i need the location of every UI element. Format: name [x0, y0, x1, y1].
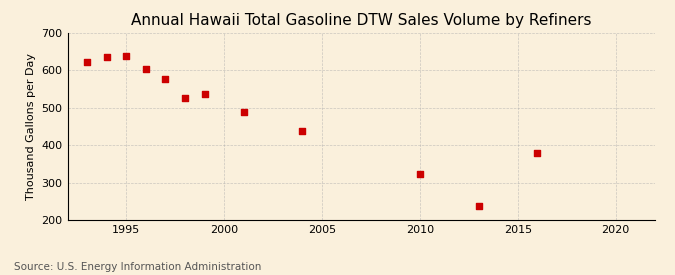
- Point: [180, 95, 190, 100]
- Text: Source: U.S. Energy Information Administration: Source: U.S. Energy Information Administ…: [14, 262, 261, 271]
- Point: [297, 129, 308, 134]
- Point: [121, 54, 132, 58]
- Point: [140, 67, 151, 72]
- Point: [82, 60, 92, 64]
- Point: [160, 76, 171, 81]
- Point: [473, 204, 484, 208]
- Point: [414, 172, 425, 177]
- Point: [238, 109, 249, 114]
- Y-axis label: Thousand Gallons per Day: Thousand Gallons per Day: [26, 53, 36, 200]
- Title: Annual Hawaii Total Gasoline DTW Sales Volume by Refiners: Annual Hawaii Total Gasoline DTW Sales V…: [131, 13, 591, 28]
- Point: [101, 55, 112, 59]
- Point: [199, 91, 210, 96]
- Point: [532, 150, 543, 155]
